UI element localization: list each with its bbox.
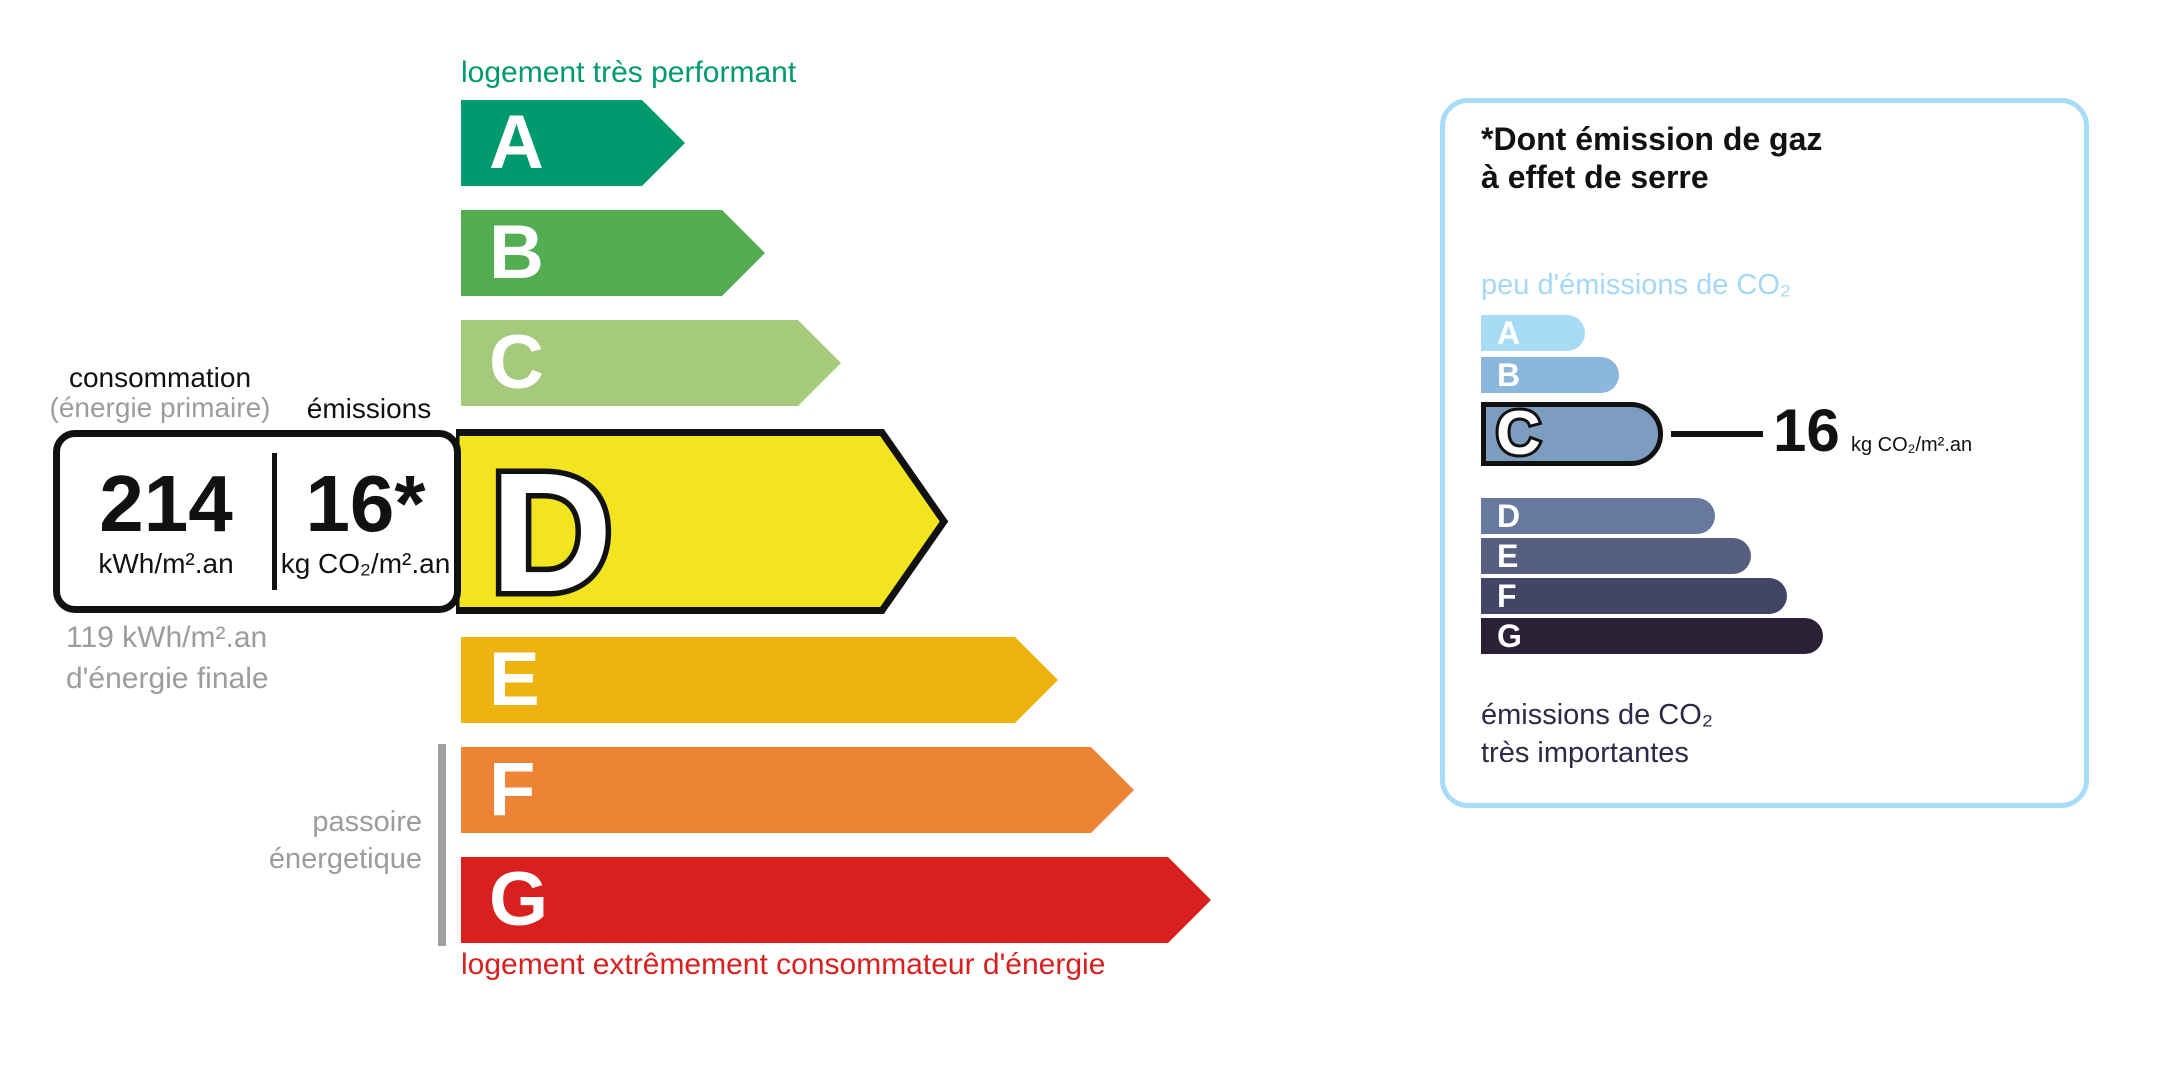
energy-class-letter: G (489, 857, 549, 942)
energy-class-arrow-a: A (461, 100, 685, 186)
primary-energy-value: 214 (99, 458, 233, 548)
co2-class-bar-e: E (1481, 538, 1751, 574)
co2-high-emissions-label: émissions de CO₂ très importantes (1481, 697, 1713, 772)
passoire-line1: passoire (312, 806, 422, 838)
co2-class-letter: F (1497, 578, 1517, 614)
passoire-energetique-label: passoire énergetique (150, 804, 422, 878)
energy-class-arrow-c: C (461, 320, 841, 406)
co2-callout-value: 16 (1773, 397, 1840, 464)
co2-class-bar-b: B (1481, 357, 1619, 393)
co2-class-letter: E (1497, 538, 1519, 574)
emissions-cell: 16* kg CO₂/m².an (277, 437, 454, 606)
co2-class-letter: A (1497, 315, 1521, 351)
co2-class-bar-c-selected: C (1481, 399, 1663, 468)
passoire-bracket-bar (438, 744, 446, 946)
co2-class-letter-selected: C (1493, 399, 1544, 468)
co2-high-emissions-line2: très importantes (1481, 736, 1689, 769)
co2-class-bar-g: G (1481, 618, 1823, 654)
passoire-line2: énergetique (268, 843, 422, 876)
energy-class-letter-selected: D (485, 438, 619, 628)
energy-class-letter: E (489, 637, 540, 722)
co2-title-line1: *Dont émission de gaz (1481, 121, 1823, 157)
dpe-value-box: 214 kWh/m².an 16* kg CO₂/m².an (53, 430, 461, 613)
consumption-label: consommation (68, 362, 252, 393)
co2-callout-line (1671, 431, 1763, 437)
co2-class-bar-a: A (1481, 315, 1585, 351)
co2-emissions-panel: *Dont émission de gaz à effet de serre p… (1440, 98, 2089, 808)
primary-energy-unit: kWh/m².an (98, 547, 234, 579)
emissions-header: émissions (306, 393, 432, 424)
energy-class-arrow-b: B (461, 210, 765, 296)
consumption-header: consommation (énergie primaire) (43, 362, 277, 424)
final-energy-line1: 119 kWh/m².an (66, 621, 268, 654)
co2-class-bar-d: D (1481, 498, 1715, 534)
energy-class-letter: F (489, 747, 536, 832)
primary-energy-cell: 214 kWh/m².an (60, 437, 272, 606)
energy-class-arrow-f: F (461, 747, 1134, 833)
primary-energy-sublabel: (énergie primaire) (49, 392, 271, 424)
co2-high-emissions-line1: émissions de CO₂ (1481, 699, 1714, 731)
top-performance-label: logement très performant (461, 56, 797, 89)
final-energy-note: 119 kWh/m².an d'énergie finale (66, 618, 269, 699)
energy-class-arrow-e: E (461, 637, 1058, 723)
final-energy-line2: d'énergie finale (66, 661, 269, 695)
energy-class-arrow-d (456, 429, 948, 614)
value-box-divider (272, 453, 277, 590)
co2-class-letter: G (1497, 618, 1522, 654)
co2-title-line2: à effet de serre (1481, 158, 1709, 195)
emissions-value: 16* (305, 458, 426, 548)
co2-class-letter: B (1497, 357, 1521, 393)
energy-class-letter: C (489, 320, 544, 405)
co2-callout-unit: kg CO₂/m².an (1851, 434, 1973, 456)
co2-class-letter: D (1497, 498, 1521, 534)
energy-class-letter: A (489, 100, 544, 185)
energy-class-letter: B (489, 210, 544, 295)
energy-class-arrow-g: G (461, 857, 1211, 943)
emissions-unit: kg CO₂/m².an (280, 547, 451, 579)
co2-class-bar-f: F (1481, 578, 1787, 614)
bottom-performance-label: logement extrêmement consommateur d'éner… (461, 948, 1106, 981)
co2-low-emissions-label: peu d'émissions de CO₂ (1481, 269, 1792, 301)
co2-panel-title: *Dont émission de gaz à effet de serre (1481, 121, 1822, 197)
